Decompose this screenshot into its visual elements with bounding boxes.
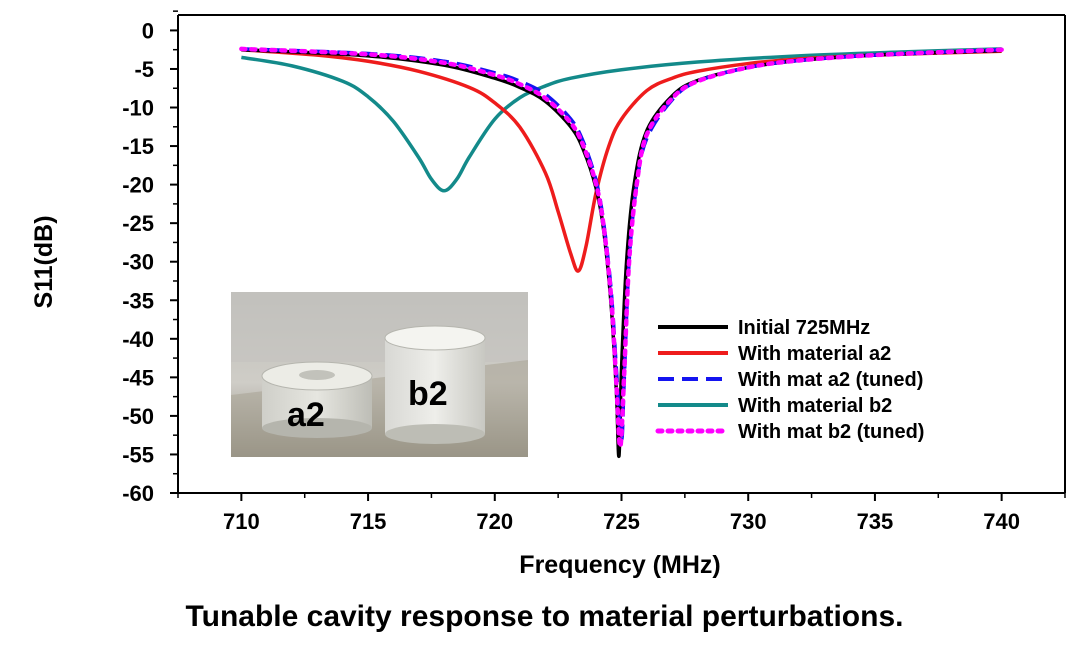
y-tick-label: -60 [122, 481, 154, 506]
legend-label: With mat a2 (tuned) [738, 369, 923, 391]
y-tick-label: -35 [122, 288, 154, 313]
x-axis-title: Frequency (MHz) [519, 551, 720, 579]
x-tick-label: 740 [983, 509, 1020, 534]
series-line-5 [239, 46, 1004, 449]
inset-label-a2: a2 [287, 396, 325, 434]
y-tick-label: -30 [122, 250, 154, 275]
inset-photo: a2 b2 [231, 292, 528, 457]
series-line-2 [241, 47, 1002, 273]
x-tick-label: 720 [476, 509, 513, 534]
series-line-4 [241, 47, 1002, 193]
x-tick-label: 730 [730, 509, 767, 534]
legend-label: Initial 725MHz [738, 317, 870, 339]
x-tick-label: 725 [603, 509, 640, 534]
series-lines [239, 46, 1004, 458]
y-tick-label: -10 [122, 96, 154, 121]
inset-label-b2: b2 [408, 375, 448, 413]
y-tick-labels: 0 -5 -10 -15 -20 -25 -30 -35 -40 -45 -50 -55 -60 [122, 18, 154, 506]
y-tick-label: -5 [134, 57, 154, 82]
legend: Initial 725MHz With material a2 With mat a… [655, 317, 924, 443]
legend-label: With material b2 [738, 395, 892, 417]
legend-label: With mat b2 (tuned) [738, 421, 924, 443]
y-tick-label: 0 [142, 18, 154, 43]
x-tick-label: 710 [223, 509, 260, 534]
y-tick-label: -55 [122, 442, 154, 467]
y-axis-title: S11(dB) [30, 215, 58, 308]
chart: 710 715 720 725 730 735 740 0 -5 -10 -15 -20 -25 -30… [30, 10, 1066, 579]
y-tick-label: -50 [122, 404, 154, 429]
figure-caption: Tunable cavity response to material pert… [185, 600, 904, 633]
y-tick-label: -40 [122, 327, 154, 352]
x-tick-labels: 710 715 720 725 730 735 740 [223, 509, 1020, 534]
y-tick-label: -45 [122, 365, 154, 390]
y-tick-label: -15 [122, 134, 154, 159]
y-tick-label: -25 [122, 211, 154, 236]
x-tick-label: 715 [350, 509, 387, 534]
y-tick-label: -20 [122, 173, 154, 198]
x-tick-label: 735 [857, 509, 894, 534]
legend-label: With material a2 [738, 343, 891, 365]
